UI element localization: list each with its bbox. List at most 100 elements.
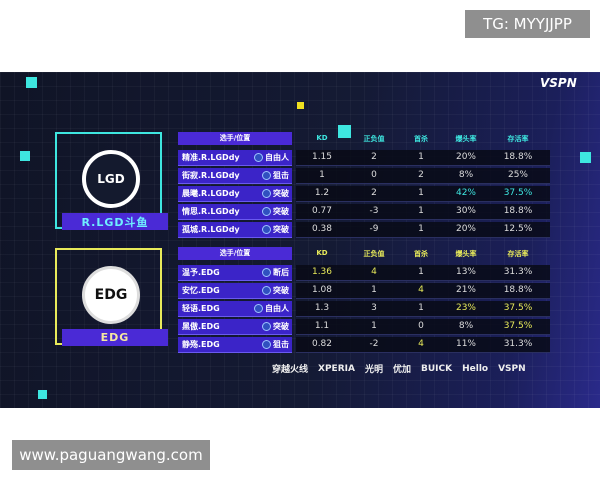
- stat-fk: 1: [418, 267, 424, 277]
- col-header: 爆头率: [455, 134, 477, 143]
- stat-pm: -3: [369, 206, 379, 216]
- stat-hs: 23%: [455, 303, 476, 313]
- sponsor-logo: VSPN: [498, 363, 526, 374]
- stat-kd: 0.38: [311, 224, 333, 234]
- decor-square: [297, 102, 304, 109]
- watermark-bottom: www.paguangwang.com: [12, 440, 210, 470]
- vspn-logo: VSPN: [540, 76, 577, 90]
- table-row: 情思.R.LGDdy 突破 0.77 -3 1 30% 18.8%: [178, 203, 550, 220]
- col-header: 存活率: [507, 134, 529, 143]
- col-header: 爆头率: [455, 249, 477, 258]
- stat-kd: 1.2: [314, 188, 330, 198]
- player-name: 安忆.EDG: [182, 285, 220, 295]
- lgd-logo-box: LGD: [55, 132, 162, 229]
- watermark-top: TG: MYYJJPP: [465, 10, 590, 38]
- table-row: 温予.EDG 断后 1.36 4 1 13% 31.3%: [178, 264, 550, 281]
- table-row: 静殇.EDG 狙击 0.82 -2 4 11% 31.3%: [178, 336, 550, 353]
- player-role: 突破: [273, 188, 289, 198]
- table-row: 孤城.R.LGDdy 突破 0.38 -9 1 20% 12.5%: [178, 221, 550, 238]
- player-name: 街寂.R.LGDdy: [182, 170, 240, 180]
- role-icon: [262, 224, 271, 234]
- sponsor-logo: BUICK: [420, 363, 453, 374]
- role-icon: [254, 152, 263, 162]
- table-header: 选手/位置 KD 正负值 首杀 爆头率 存活率: [178, 247, 550, 260]
- stat-pm: -2: [369, 339, 379, 349]
- sponsor-logo: 光明: [364, 365, 383, 375]
- stat-kd: 1: [319, 170, 325, 180]
- col-player: 选手/位置: [178, 247, 292, 260]
- col-header: KD: [316, 133, 328, 142]
- table-row: 街寂.R.LGDdy 狙击 1 0 2 8% 25%: [178, 167, 550, 184]
- player-name: 情思.R.LGDdy: [182, 206, 240, 216]
- stat-sr: 18.8%: [503, 152, 533, 162]
- col-header: 正负值: [363, 249, 385, 258]
- decor-square: [38, 390, 47, 399]
- lgd-logo: LGD: [82, 150, 140, 208]
- table-row: 晨曦.R.LGDdy 突破 1.2 2 1 42% 37.5%: [178, 185, 550, 202]
- stat-hs: 42%: [455, 188, 476, 198]
- stat-sr: 31.3%: [503, 339, 533, 349]
- player-role: 突破: [273, 206, 289, 216]
- player-name: 孤城.R.LGDdy: [182, 224, 240, 234]
- stat-pm: 1: [371, 285, 377, 295]
- table-row: 精准.R.LGDdy 自由人 1.15 2 1 20% 18.8%: [178, 149, 550, 166]
- sponsor-bar: 穿越火线 XPERIA 光明 优加 BUICK Hello VSPN: [272, 362, 526, 376]
- col-header: 正负值: [363, 134, 385, 143]
- lgd-stats-table: 选手/位置 KD 正负值 首杀 爆头率 存活率精准.R.LGDdy 自由人 1.15 2 1 20%…: [178, 132, 550, 238]
- stat-pm: 2: [371, 188, 377, 198]
- stat-pm: 0: [371, 170, 377, 180]
- stat-kd: 1.15: [311, 152, 333, 162]
- player-role: 突破: [273, 224, 289, 234]
- role-icon: [262, 188, 271, 198]
- role-icon: [262, 339, 271, 349]
- stat-sr: 37.5%: [503, 303, 533, 313]
- table-header: 选手/位置 KD 正负值 首杀 爆头率 存活率: [178, 132, 550, 145]
- role-icon: [262, 206, 271, 216]
- stat-hs: 21%: [455, 285, 476, 295]
- stat-kd: 1.36: [311, 267, 333, 277]
- col-header: 首杀: [414, 134, 428, 143]
- stat-kd: 0.77: [311, 206, 333, 216]
- col-header: 存活率: [507, 249, 529, 258]
- stat-sr: 31.3%: [503, 267, 533, 277]
- role-icon: [254, 303, 263, 313]
- player-role: 断后: [273, 267, 289, 277]
- col-header: 首杀: [414, 249, 428, 258]
- stat-hs: 30%: [455, 206, 476, 216]
- stat-sr: 25%: [507, 170, 528, 180]
- player-name: 精准.R.LGDdy: [182, 152, 240, 162]
- table-row: 轻语.EDG 自由人 1.3 3 1 23% 37.5%: [178, 300, 550, 317]
- team-name-lgd: R.LGD斗鱼: [62, 213, 168, 230]
- player-name: 晨曦.R.LGDdy: [182, 188, 240, 198]
- col-player: 选手/位置: [178, 132, 292, 145]
- stat-pm: 3: [371, 303, 377, 313]
- stat-fk: 4: [418, 285, 424, 295]
- stat-pm: -9: [369, 224, 379, 234]
- edg-stats-table: 选手/位置 KD 正负值 首杀 爆头率 存活率 温予.EDG 断后 1.36 4 1 13% 31.3%…: [178, 247, 550, 353]
- stat-fk: 1: [418, 188, 424, 198]
- stat-sr: 18.8%: [503, 285, 533, 295]
- stat-kd: 1.3: [314, 303, 330, 313]
- stat-sr: 12.5%: [503, 224, 533, 234]
- stat-fk: 1: [418, 206, 424, 216]
- stat-fk: 1: [418, 303, 424, 313]
- stat-hs: 20%: [455, 224, 476, 234]
- stat-fk: 4: [418, 339, 424, 349]
- stat-fk: 0: [418, 321, 424, 331]
- decor-square: [20, 151, 30, 161]
- player-name: 温予.EDG: [182, 267, 220, 277]
- sponsor-logo: XPERIA: [318, 363, 355, 374]
- decor-square: [580, 152, 591, 163]
- player-role: 狙击: [273, 170, 289, 180]
- stat-pm: 1: [371, 321, 377, 331]
- player-role: 狙击: [273, 339, 289, 349]
- decor-square: [338, 125, 351, 138]
- role-icon: [262, 170, 271, 180]
- decor-square: [26, 77, 37, 88]
- stat-hs: 11%: [455, 339, 476, 349]
- player-role: 自由人: [265, 152, 289, 162]
- stat-kd: 0.82: [311, 339, 333, 349]
- player-name: 轻语.EDG: [182, 303, 220, 313]
- sponsor-logo: Hello: [462, 363, 489, 374]
- scoreboard-panel: VSPN LGD R.LGD斗鱼 EDG EDG 选手/位置 KD 正负值 首杀 爆头率…: [0, 72, 600, 408]
